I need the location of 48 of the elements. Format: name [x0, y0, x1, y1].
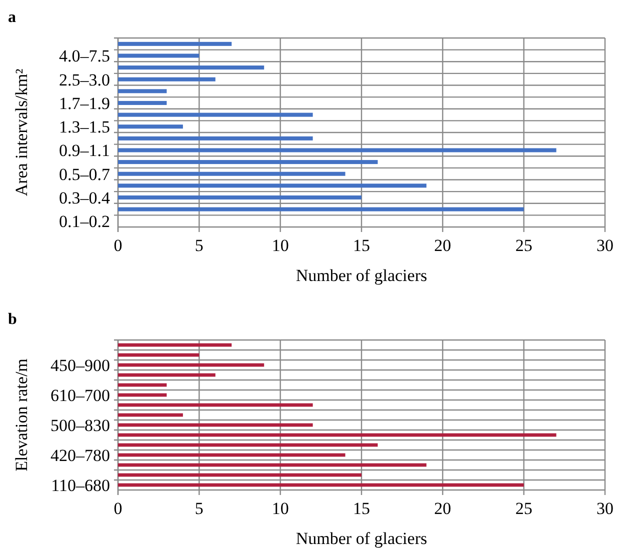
- bar: [118, 54, 200, 58]
- x-tick-label: 20: [434, 236, 452, 255]
- bar: [118, 124, 183, 129]
- bar: [118, 100, 167, 105]
- bar: [118, 148, 556, 152]
- x-tick-label: 10: [272, 499, 289, 518]
- x-axis-title: Number of glaciers: [296, 529, 428, 548]
- x-tick-label: 20: [434, 499, 452, 518]
- y-tick-label: 4.0–7.5: [59, 46, 110, 66]
- bar: [118, 160, 378, 164]
- y-tick-label: 1.7–1.9: [59, 94, 110, 113]
- bar: [118, 207, 524, 212]
- x-tick-label: 5: [194, 236, 204, 255]
- x-tick-label: 30: [596, 236, 614, 255]
- y-tick-label: 0.9–1.1: [59, 141, 110, 160]
- chart-title: a: [8, 9, 16, 26]
- bar: [118, 195, 362, 200]
- y-tick-label: 0.3–0.4: [59, 188, 110, 208]
- x-tick-label: 25: [515, 236, 532, 255]
- y-tick-label: 1.3–1.5: [59, 118, 110, 137]
- bar: [118, 172, 346, 176]
- x-axis-title: Number of glaciers: [296, 266, 428, 285]
- y-tick-label: 2.5–3.0: [59, 70, 110, 90]
- y-tick-label: 110–680: [51, 476, 110, 495]
- x-tick-label: 10: [272, 236, 289, 255]
- y-tick-label: 0.5–0.7: [59, 164, 110, 184]
- y-tick-label: 610–700: [50, 386, 110, 405]
- bar: [118, 89, 167, 94]
- y-axis-title: Elevation rate/m: [12, 358, 31, 472]
- x-tick-label: 0: [114, 236, 122, 255]
- y-tick-label: 0.1–0.2: [59, 212, 110, 232]
- x-tick-label: 25: [515, 499, 532, 518]
- bar: [118, 184, 426, 188]
- x-tick-label: 15: [353, 236, 370, 255]
- bar: [118, 66, 264, 70]
- bar: [118, 136, 313, 140]
- x-tick-label: 5: [194, 499, 204, 518]
- x-tick-label: 0: [114, 499, 122, 518]
- y-tick-label: 500–830: [50, 416, 110, 435]
- bar: [118, 112, 313, 117]
- chart-title: b: [8, 311, 17, 328]
- x-tick-label: 15: [353, 499, 370, 518]
- x-tick-label: 30: [596, 499, 614, 518]
- bar: [118, 42, 232, 46]
- y-axis-title: Area intervals/km²: [12, 68, 31, 196]
- bar: [118, 77, 216, 82]
- y-tick-label: 420–780: [50, 446, 110, 465]
- y-tick-label: 450–900: [50, 356, 110, 375]
